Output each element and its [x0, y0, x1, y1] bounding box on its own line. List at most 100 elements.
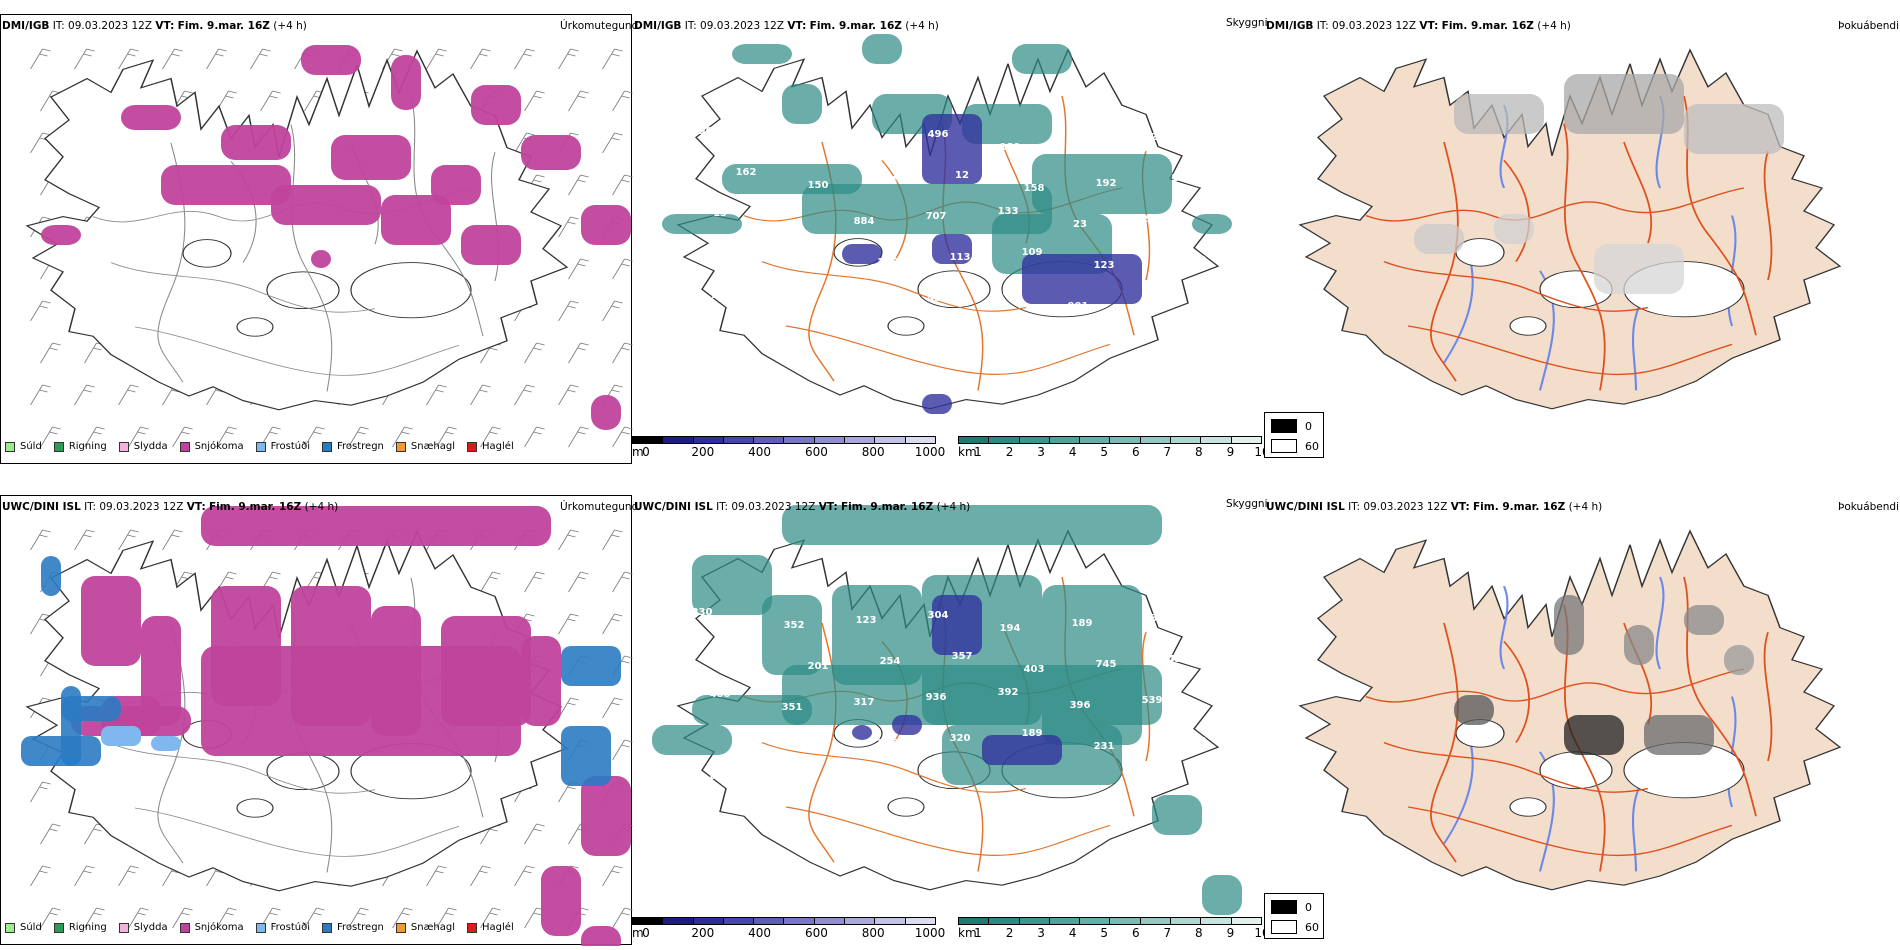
legend-swatch: [255, 922, 266, 933]
low-cloud-area: [1032, 154, 1172, 214]
fog-panel: [1264, 495, 1900, 945]
wind-barb: [602, 529, 623, 551]
legend-item: Frostúði: [255, 922, 310, 933]
cloud-base-label: 12: [955, 170, 969, 181]
low-ceiling-area: [932, 234, 972, 264]
scale-color-step: [1171, 437, 1202, 443]
legend-label: Súld: [20, 922, 42, 933]
wind-barb: [524, 342, 545, 364]
legend-label: Frostúði: [270, 441, 310, 452]
cloud-base-label: 689: [1072, 137, 1093, 148]
row0-header-fog: DMI/IGB IT: 09.03.2023 12Z VT: Fim. 9.ma…: [1266, 20, 1571, 32]
snowfall-area: [221, 125, 291, 160]
legend-item: Súld: [5, 441, 42, 452]
wind-barb: [480, 907, 501, 929]
cloud-base-label: 223: [1186, 736, 1207, 747]
road: [110, 743, 376, 794]
road: [1563, 123, 1606, 391]
coastline: [25, 49, 569, 411]
road: [1503, 641, 1530, 743]
snowfall-area: [121, 105, 181, 130]
snowfall-area: [431, 165, 481, 205]
cloud-base-label: 14: [883, 175, 897, 186]
wind-barb: [602, 132, 623, 154]
wind-barb: [568, 426, 589, 448]
wind-barb: [74, 529, 95, 551]
wind-barb: [524, 426, 545, 448]
low-cloud-area: [762, 595, 822, 675]
glacier-outline: [1509, 797, 1547, 817]
wind-barb: [612, 907, 633, 929]
fog-indicator-area: [1724, 645, 1754, 675]
wind-barb: [568, 571, 589, 593]
scale-tick-label: 0: [642, 926, 650, 940]
scale-unit: km: [958, 926, 977, 940]
scale-tick-label: 400: [748, 445, 772, 459]
wind-barb: [612, 258, 633, 280]
wind-barb: [172, 907, 193, 929]
snowfall-area: [161, 165, 291, 205]
cloud-base-label: 884: [854, 216, 875, 227]
fog-legend-label: 0: [1305, 900, 1312, 914]
row1-header-fog: UWC/DINI ISL IT: 09.03.2023 12Z VT: Fim.…: [1266, 501, 1603, 513]
fog-title: Þokuábendi: [1838, 501, 1899, 513]
cloud-base-label: 226: [878, 738, 899, 749]
cloud-base-label: 231: [1144, 613, 1165, 624]
wind-barb: [558, 613, 579, 635]
row1-header-vis: UWC/DINI ISL IT: 09.03.2023 12Z VT: Fim.…: [634, 501, 971, 513]
cloud-base-label: 126: [806, 743, 827, 754]
fog-title: Þokuábendi: [1838, 20, 1899, 32]
cloud-base-label: 150: [808, 180, 829, 191]
wind-barb: [30, 300, 51, 322]
cloud-base-label: 227: [1142, 214, 1163, 225]
precip-type-title: Úrkomutegund: [560, 20, 639, 32]
fog-indicator-area: [1624, 625, 1654, 665]
visibility-title: Skyggni: [1226, 17, 1268, 29]
wind-barb: [206, 48, 227, 70]
cloud-base-label: 433: [1168, 654, 1189, 665]
cloud-base-label: 230: [692, 607, 713, 618]
legend-item: Rigning: [53, 922, 107, 933]
wind-barb: [84, 907, 105, 929]
scale-tick-label: 600: [804, 445, 828, 459]
km-scale-bar: [958, 917, 1262, 925]
freezing-drizzle-area: [101, 726, 141, 746]
legend-swatch: [255, 441, 266, 452]
glacier-outline: [833, 238, 883, 267]
road: [134, 807, 460, 857]
scale-tick-label: 800: [861, 926, 885, 940]
cloud-base-label: 573: [734, 730, 755, 741]
legend-item: Frostregn: [322, 441, 384, 452]
wind-barb: [392, 907, 413, 929]
wind-barb: [162, 48, 183, 70]
cloud-base-label: 176: [708, 771, 729, 782]
visibility-panel: 230 352 123 304 194 189 231 226 201 254 357 403 745 4…: [632, 495, 1264, 945]
wind-barb: [558, 697, 579, 719]
wind-barb: [74, 865, 95, 887]
legend-item: Snæhagl: [395, 922, 455, 933]
legend-label: Slydda: [133, 922, 168, 933]
scale-color-step: [1080, 918, 1111, 924]
low-cloud-area: [832, 585, 922, 685]
snowfall-area: [301, 45, 361, 75]
wind-barb: [426, 384, 447, 406]
cloud-base-label: 119: [852, 298, 873, 309]
scale-tick-label: 600: [804, 926, 828, 940]
cloud-base-label: 15: [713, 208, 727, 219]
low-cloud-area: [782, 665, 1162, 725]
scale-color-step: [1019, 918, 1050, 924]
cloud-base-label: 226: [736, 648, 757, 659]
wind-barb: [514, 865, 535, 887]
legend-swatch: [395, 441, 406, 452]
legend-swatch: [179, 441, 190, 452]
wind-barb: [128, 907, 149, 929]
coastline: [1298, 529, 1842, 891]
wind-barb: [568, 258, 589, 280]
fog-indicator-area: [1454, 695, 1494, 725]
cloud-base-label: 189: [1000, 142, 1021, 153]
cloud-base-label: 403: [1024, 664, 1045, 675]
fog-legend-swatch: [1271, 900, 1297, 914]
scale-tick-label: 9: [1226, 926, 1235, 940]
wind-barb: [40, 823, 61, 845]
wind-barb: [558, 384, 579, 406]
